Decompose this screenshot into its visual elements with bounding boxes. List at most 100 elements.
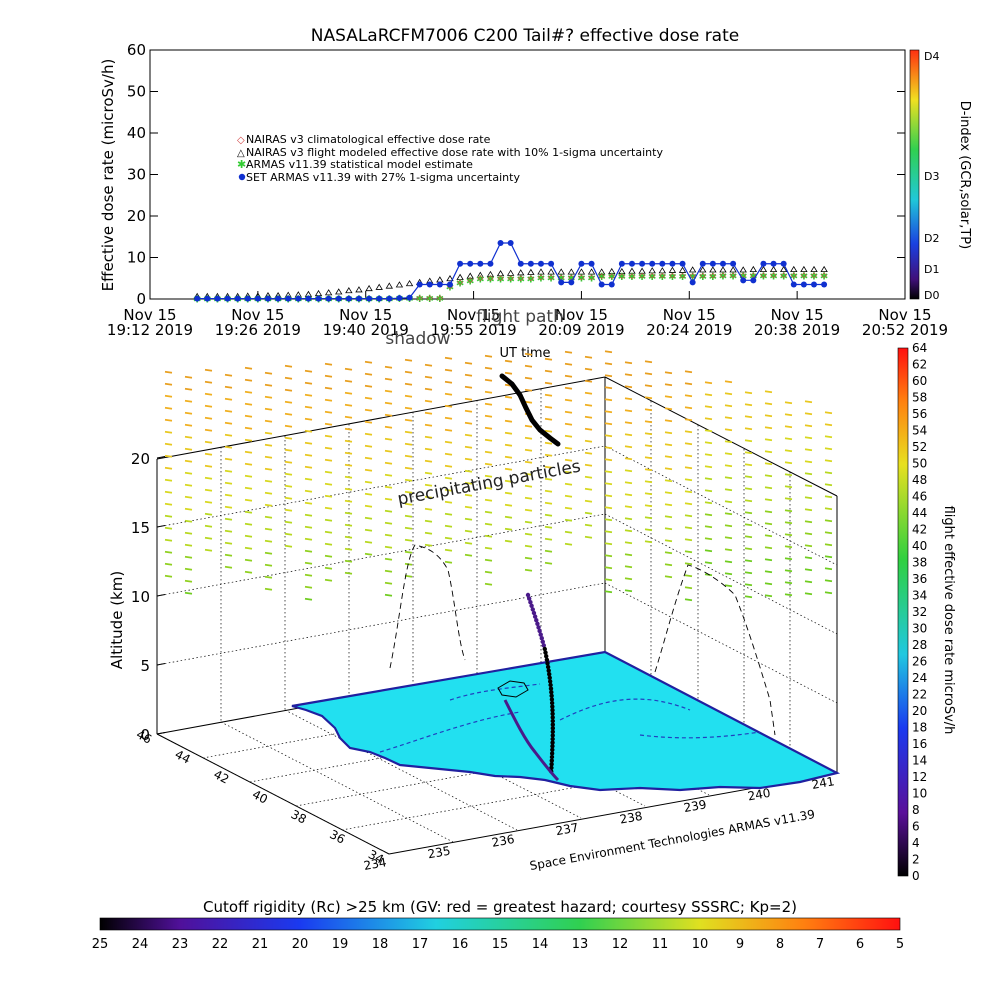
particle-streak xyxy=(824,591,833,595)
particle-streak xyxy=(764,426,773,430)
set-armas-point xyxy=(325,295,332,302)
nairas-flight-point xyxy=(324,289,333,296)
set-armas-point xyxy=(517,260,524,267)
armas-model-point: ✱ xyxy=(466,276,474,287)
flight-dose-tick-label: 30 xyxy=(912,622,927,636)
set-armas-point xyxy=(204,295,211,302)
particle-streak xyxy=(824,567,833,571)
particle-streak xyxy=(224,481,233,485)
particle-streak xyxy=(664,527,673,531)
overlay-label-shadow: shadow xyxy=(385,329,450,349)
particle-streak xyxy=(304,393,313,397)
particle-streak xyxy=(204,380,213,384)
particle-streak xyxy=(804,436,813,440)
particle-streak xyxy=(724,572,733,576)
particle-streak xyxy=(264,539,273,543)
set-armas-point xyxy=(740,277,747,284)
particle-streak xyxy=(624,385,633,389)
precipitating-particles-field xyxy=(164,350,833,602)
particle-streak xyxy=(744,475,753,479)
particle-streak xyxy=(184,543,193,547)
particle-streak xyxy=(684,574,693,578)
particle-streak xyxy=(744,415,753,419)
set-armas-point xyxy=(264,295,271,302)
particle-streak xyxy=(484,582,493,586)
particle-streak xyxy=(824,435,833,439)
particle-streak xyxy=(764,594,773,598)
particle-streak xyxy=(364,432,373,436)
nairas-flight-point xyxy=(567,268,576,275)
particle-streak xyxy=(764,534,773,538)
particle-streak xyxy=(544,357,553,361)
particle-streak xyxy=(744,547,753,551)
armas-model-point: ✱ xyxy=(587,273,595,284)
particle-streak xyxy=(584,391,593,395)
particle-streak xyxy=(484,414,493,418)
particle-streak xyxy=(784,401,793,405)
particle-streak xyxy=(484,402,493,406)
flight-path-point xyxy=(550,715,555,720)
top-y-tick-label: 50 xyxy=(127,83,146,101)
particle-streak xyxy=(504,503,513,507)
particle-streak xyxy=(384,509,393,513)
particle-streak xyxy=(304,585,313,589)
flight-path-point xyxy=(549,758,555,763)
particle-streak xyxy=(204,392,213,396)
particle-streak xyxy=(264,455,273,459)
flight-path-point xyxy=(549,697,555,702)
particle-streak xyxy=(344,511,353,515)
particle-streak xyxy=(384,425,393,429)
flight-dose-tick-label: 52 xyxy=(912,440,927,454)
particle-streak xyxy=(424,447,433,451)
particle-streak xyxy=(544,453,553,457)
particle-streak xyxy=(684,502,693,506)
particle-streak xyxy=(704,501,713,505)
particle-streak xyxy=(724,500,733,504)
particle-streak xyxy=(824,447,833,451)
particle-streak xyxy=(264,479,273,483)
particle-streak xyxy=(384,473,393,477)
dindex-tick-d0: D0 xyxy=(924,289,939,302)
particle-streak xyxy=(764,582,773,586)
armas-model-point: ✱ xyxy=(506,274,514,285)
particle-streak xyxy=(384,521,393,525)
particle-streak xyxy=(164,382,173,386)
shadow-projections xyxy=(389,544,776,736)
particle-streak xyxy=(224,457,233,461)
set-armas-point xyxy=(224,295,231,302)
particle-streak xyxy=(244,390,253,394)
nairas-climo-point xyxy=(629,273,635,280)
ground-map-land xyxy=(291,650,841,792)
particle-streak xyxy=(604,374,613,378)
flight-dose-colorbar-ticks: 0246810121416182022242628303234363840424… xyxy=(912,341,927,883)
armas-model-point: ✱ xyxy=(688,272,696,283)
altitude-tick-label: 5 xyxy=(140,657,150,675)
particle-streak xyxy=(784,413,793,417)
set-armas-point xyxy=(548,260,555,267)
particle-streak xyxy=(504,479,513,483)
set-armas-point xyxy=(467,260,474,267)
flight-dose-tick-label: 12 xyxy=(912,770,927,784)
particle-streak xyxy=(304,513,313,517)
particle-streak xyxy=(444,512,453,516)
nairas-flight-point xyxy=(537,268,545,275)
particle-streak xyxy=(824,543,833,547)
flight-path-point xyxy=(550,704,555,709)
set-armas-point xyxy=(285,295,292,302)
altitude-axis-label: Altitude (km) xyxy=(108,571,126,669)
particle-streak xyxy=(624,481,633,485)
particle-streak xyxy=(164,370,173,374)
particle-streak xyxy=(664,395,673,399)
cutoff-rigidity-tick-label: 11 xyxy=(652,937,669,952)
particle-streak xyxy=(304,573,313,577)
particle-streak xyxy=(564,422,573,426)
set-armas-point xyxy=(568,279,575,286)
particle-streak xyxy=(344,487,353,491)
armas-model-point: ✱ xyxy=(567,273,575,284)
particle-streak xyxy=(724,428,733,432)
set-armas-point xyxy=(608,281,615,288)
particle-streak xyxy=(264,563,273,567)
armas-model-point: ✱ xyxy=(699,272,707,283)
legend-marker-set-armas xyxy=(238,173,246,181)
